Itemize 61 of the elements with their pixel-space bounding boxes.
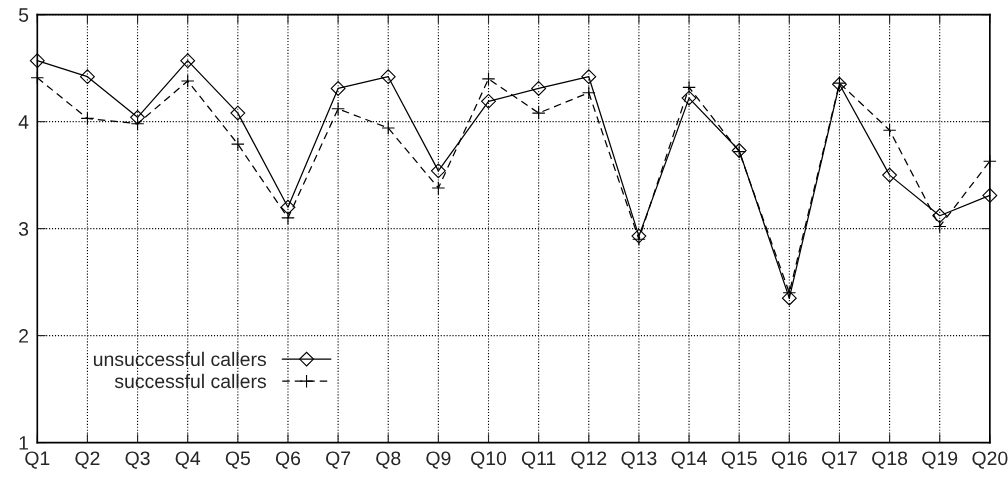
point xyxy=(431,181,446,195)
x-tick-label: Q10 xyxy=(471,451,507,469)
point xyxy=(29,53,45,69)
x-tick-label: Q15 xyxy=(721,451,757,469)
point xyxy=(80,111,95,126)
x-tick-label: Q6 xyxy=(275,451,301,469)
x-tick-label: Q19 xyxy=(922,451,958,469)
point xyxy=(381,121,396,135)
point xyxy=(882,123,897,138)
legend-label: unsuccessful callers xyxy=(93,351,266,367)
point xyxy=(430,163,446,179)
x-tick-label: Q8 xyxy=(376,451,401,469)
point xyxy=(481,93,496,109)
point xyxy=(632,232,646,247)
point xyxy=(782,285,797,300)
x-tick-label: Q1 xyxy=(25,451,50,469)
x-tick-label: Q4 xyxy=(175,451,201,469)
point xyxy=(130,109,145,125)
point xyxy=(180,53,196,69)
x-tick-label: Q12 xyxy=(571,451,607,469)
y-tick-label: 3 xyxy=(18,222,29,236)
point xyxy=(982,188,998,203)
point xyxy=(682,80,696,95)
point xyxy=(631,228,647,244)
point xyxy=(281,211,295,225)
point xyxy=(531,106,546,120)
point xyxy=(330,81,346,96)
point xyxy=(681,90,697,106)
y-tick-label: 4 xyxy=(18,115,29,129)
legend-label: successful callers xyxy=(114,373,266,389)
x-tick-label: Q17 xyxy=(822,451,857,469)
point xyxy=(130,116,145,131)
x-tick-label: Q20 xyxy=(972,451,1008,469)
y-tick-label: 1 xyxy=(19,436,29,450)
point xyxy=(280,199,296,215)
point xyxy=(331,101,345,116)
point xyxy=(481,72,496,86)
point xyxy=(230,105,246,121)
x-tick-label: Q2 xyxy=(75,451,100,469)
x-tick-label: Q13 xyxy=(621,451,657,469)
point xyxy=(380,69,396,85)
y-tick-label: 5 xyxy=(18,8,29,22)
point xyxy=(581,69,597,85)
x-tick-label: Q18 xyxy=(872,451,908,469)
point xyxy=(581,85,596,100)
point xyxy=(180,74,195,88)
x-tick-label: Q3 xyxy=(125,451,150,469)
x-tick-label: Q7 xyxy=(326,451,351,469)
point xyxy=(932,208,948,224)
x-tick-label: Q11 xyxy=(521,451,556,469)
x-tick-label: Q5 xyxy=(225,451,250,469)
point xyxy=(781,290,797,306)
y-tick-label: 2 xyxy=(19,329,28,343)
x-tick-label: Q16 xyxy=(771,451,807,469)
point xyxy=(882,167,898,183)
point xyxy=(531,81,547,96)
point xyxy=(231,137,245,151)
point xyxy=(80,69,95,85)
x-tick-label: Q14 xyxy=(671,451,707,469)
point xyxy=(932,219,947,234)
x-tick-label: Q9 xyxy=(426,451,451,469)
